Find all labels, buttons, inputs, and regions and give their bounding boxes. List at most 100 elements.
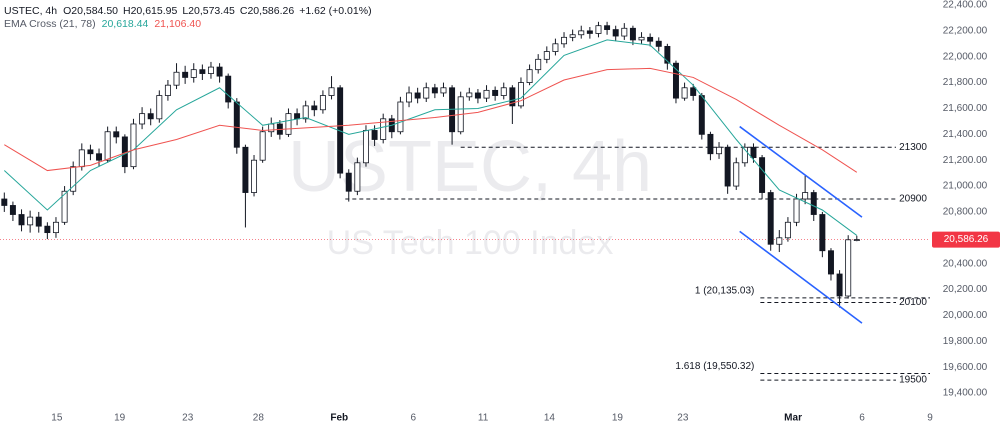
candle-body bbox=[853, 239, 860, 241]
candle-body bbox=[483, 89, 490, 99]
candle-body bbox=[629, 27, 636, 41]
candle-body bbox=[397, 101, 404, 133]
candle-body bbox=[242, 146, 249, 193]
candle-body bbox=[216, 66, 223, 77]
candle-body bbox=[173, 71, 180, 86]
candle-body bbox=[698, 95, 705, 135]
x-tick-label: 23 bbox=[677, 413, 689, 424]
candle-body bbox=[233, 101, 240, 148]
candle-body bbox=[655, 40, 662, 47]
ohlc-label: C bbox=[240, 5, 248, 17]
candle-body bbox=[431, 87, 438, 94]
y-tick-label: 19,800.00 bbox=[943, 336, 988, 347]
candle-body bbox=[819, 214, 826, 252]
ohlc-value: 20,615.95 bbox=[131, 5, 178, 17]
candle-body bbox=[741, 146, 748, 164]
y-tick-label: 20,200.00 bbox=[943, 284, 988, 295]
y-tick-label: 21,800.00 bbox=[943, 77, 988, 88]
candle-body bbox=[561, 36, 568, 45]
candle-body bbox=[182, 71, 189, 78]
candle-body bbox=[500, 87, 507, 96]
candle-body bbox=[535, 58, 542, 71]
x-tick-label: 11 bbox=[478, 413, 489, 424]
y-tick-label: 20,800.00 bbox=[943, 207, 988, 218]
candle-body bbox=[225, 75, 232, 103]
level-label-bg bbox=[896, 295, 930, 310]
candle-body bbox=[268, 123, 275, 133]
ema-line bbox=[3, 39, 858, 236]
candle-body bbox=[724, 146, 731, 187]
candle-body bbox=[604, 25, 611, 30]
candle-body bbox=[406, 92, 413, 103]
candle-body bbox=[845, 239, 852, 297]
channel-line bbox=[739, 230, 863, 324]
candle-body bbox=[207, 66, 214, 74]
candle-body bbox=[319, 95, 326, 111]
candle-body bbox=[371, 130, 378, 140]
candle-body bbox=[423, 87, 430, 99]
y-tick-label: 21,200.00 bbox=[943, 155, 988, 166]
indicator-value: 21,106.40 bbox=[154, 18, 201, 30]
x-tick-label: 6 bbox=[411, 413, 417, 424]
x-tick-label: Mar bbox=[784, 413, 802, 424]
level-label-bg bbox=[896, 192, 930, 206]
x-tick-label: 19 bbox=[612, 413, 624, 424]
candle-body bbox=[354, 162, 361, 192]
x-tick-label: 15 bbox=[51, 413, 63, 424]
candle-body bbox=[586, 30, 593, 34]
channel-line bbox=[739, 125, 863, 218]
candle-body bbox=[130, 123, 137, 168]
candle-body bbox=[690, 87, 697, 96]
candle-body bbox=[190, 69, 197, 78]
candle-body bbox=[87, 149, 94, 155]
candle-body bbox=[759, 157, 766, 193]
candle-body bbox=[345, 172, 352, 192]
candle-body bbox=[750, 146, 757, 159]
candle-body bbox=[27, 216, 34, 226]
candle-body bbox=[96, 153, 103, 161]
candle-body bbox=[492, 89, 499, 96]
candle-body bbox=[104, 131, 111, 161]
y-tick-label: 22,000.00 bbox=[943, 51, 988, 62]
y-tick-label: 22,400.00 bbox=[943, 0, 988, 11]
level-label: 20900 bbox=[899, 194, 927, 205]
candle-body bbox=[259, 131, 266, 161]
x-tick-label: 14 bbox=[544, 413, 556, 424]
candle-body bbox=[767, 192, 774, 245]
candle-body bbox=[328, 87, 335, 96]
x-tick-label: 19 bbox=[114, 413, 126, 424]
candle-body bbox=[362, 130, 369, 164]
candle-body bbox=[139, 113, 146, 125]
y-tick-label: 22,200.00 bbox=[943, 26, 988, 37]
price-tag bbox=[932, 231, 1000, 248]
indicator-name: EMA Cross (21, 78) bbox=[4, 18, 96, 30]
x-tick-label: 6 bbox=[859, 413, 865, 424]
indicator-value: 20,618.44 bbox=[102, 18, 149, 30]
candle-body bbox=[612, 29, 619, 37]
candle-body bbox=[672, 62, 679, 99]
y-tick-label: 21,000.00 bbox=[943, 181, 988, 192]
ohlc-label: L bbox=[182, 5, 188, 17]
candle-body bbox=[638, 36, 645, 41]
candle-body bbox=[578, 30, 585, 36]
candle-body bbox=[414, 92, 421, 99]
candle-body bbox=[18, 214, 25, 226]
y-tick-label: 20,400.00 bbox=[943, 258, 988, 269]
candle-body bbox=[707, 133, 714, 155]
header-indicator: EMA Cross (21, 78) 20,618.44 21,106.40 bbox=[4, 18, 201, 30]
x-tick-label: 28 bbox=[253, 413, 265, 424]
candle-body bbox=[595, 25, 602, 34]
x-tick-label: 9 bbox=[927, 413, 933, 424]
candle-body bbox=[647, 36, 654, 42]
candle-body bbox=[836, 273, 843, 297]
ema-line bbox=[4, 67, 858, 173]
candle-body bbox=[827, 250, 834, 275]
candle-body bbox=[147, 113, 154, 120]
x-tick-label: Feb bbox=[330, 413, 348, 424]
candle-body bbox=[302, 105, 309, 120]
candle-body bbox=[44, 225, 51, 234]
candle-body bbox=[526, 69, 533, 83]
ohlc-value: 20,584.50 bbox=[71, 5, 118, 17]
candle-body bbox=[776, 237, 783, 245]
candle-body bbox=[9, 205, 16, 215]
